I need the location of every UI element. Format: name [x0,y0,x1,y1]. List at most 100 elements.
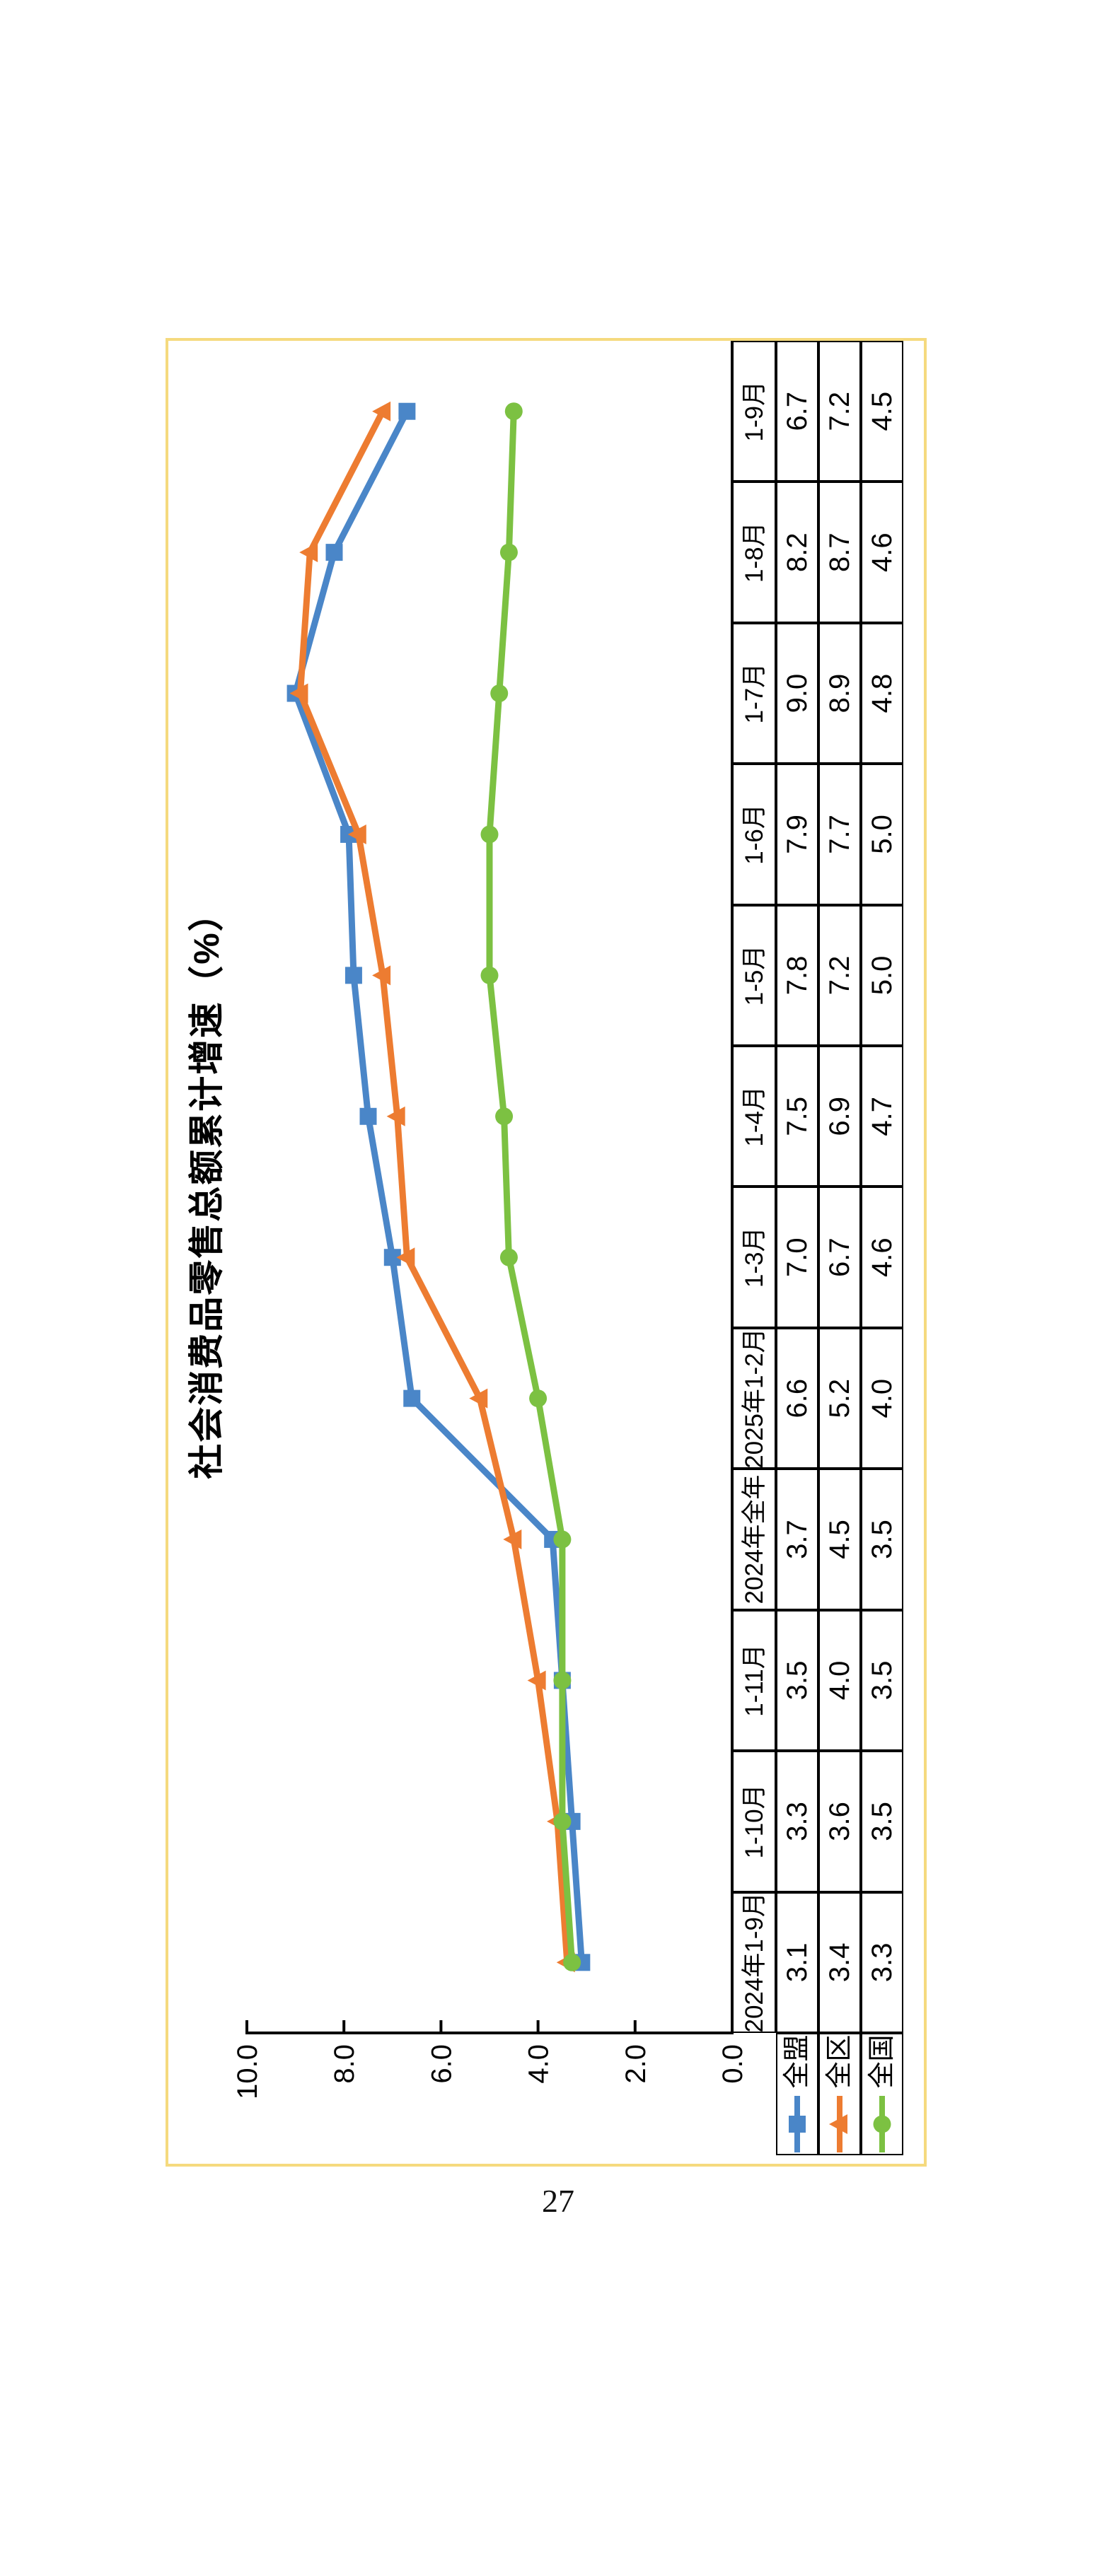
y-axis-tick-label: 0.0 [717,2044,748,2084]
table-value-cell: 3.3 [776,1751,818,1892]
circle-marker-icon [480,966,499,984]
table-legend-cell: 全区 [818,2033,861,2155]
y-axis-tick-label: 8.0 [329,2044,360,2084]
page-number: 27 [542,2183,574,2219]
table-header-cell: 1-4月 [732,1046,776,1187]
y-axis-tick-label: 2.0 [620,2044,651,2084]
square-marker-icon [325,544,343,561]
circle-marker-icon [499,543,518,561]
line-chart-plot: 0.0 2.0 4.0 6.0 8.0 10.0 [232,341,748,2099]
square-marker-icon [359,1107,377,1125]
table-value-cell: 7.5 [776,1046,818,1187]
table-header-cell: 1-8月 [732,482,776,623]
y-axis-tick-label: 4.0 [523,2044,555,2084]
series-line-2 [486,408,576,1966]
table-header-cell: 1-10月 [732,1751,776,1892]
legend-series-name: 全区 [825,2034,855,2089]
square-marker-icon [344,967,362,984]
table-value-cell: 6.9 [818,1046,861,1187]
table-value-cell: 3.5 [861,1751,903,1892]
table-value-cell: 8.7 [818,482,861,623]
circle-marker-icon [553,1671,572,1689]
triangle-marker-icon [372,401,391,421]
table-value-cell: 6.7 [776,341,818,482]
table-value-cell: 6.6 [776,1327,818,1469]
table-value-cell: 7.9 [776,764,818,905]
legend-marker-icon [829,2095,847,2152]
triangle-marker-icon [829,2114,847,2134]
table-value-cell: 7.0 [776,1187,818,1328]
table-value-cell: 3.6 [818,1751,861,1892]
table-legend-cell: 全国 [861,2033,903,2155]
triangle-marker-icon [289,683,308,704]
circle-marker-icon [563,1953,581,1971]
table-value-cell: 4.6 [861,1187,903,1328]
triangle-marker-icon [347,824,366,844]
triangle-marker-icon [299,542,318,563]
table-value-cell: 7.8 [776,904,818,1047]
table-value-cell: 4.8 [861,622,903,764]
table-header-cell: 2025年1-2月 [732,1327,776,1469]
table-value-cell: 3.1 [776,1892,818,2033]
table-value-cell: 4.0 [818,1609,861,1752]
table-value-cell: 4.7 [861,1046,903,1187]
table-value-cell: 3.5 [776,1609,818,1752]
square-marker-icon [398,402,416,420]
circle-marker-icon [495,1107,514,1126]
table-header-cell: 1-5月 [732,904,776,1047]
table-header-cell: 1-11月 [732,1609,776,1752]
triangle-marker-icon [469,1388,488,1409]
triangle-marker-icon [527,1670,546,1691]
circle-marker-icon [553,1530,572,1549]
table-header-cell: 1-3月 [732,1187,776,1328]
table-value-cell: 5.2 [818,1327,861,1469]
table-value-cell: 6.7 [818,1187,861,1328]
circle-marker-icon [873,2115,891,2133]
table-header-cell: 2024年全年 [732,1469,776,1610]
table-value-cell: 3.5 [861,1469,903,1610]
table-header-cell: 2024年1-9月 [732,1892,776,2033]
table-header-cell: 1-7月 [732,622,776,764]
legend-series-name: 全盟 [782,2034,812,2089]
triangle-marker-icon [396,1247,415,1268]
table-value-cell: 7.7 [818,764,861,905]
table-value-cell: 3.7 [776,1469,818,1610]
table-value-cell: 5.0 [861,904,903,1047]
table-value-cell: 3.3 [861,1892,903,2033]
data-table: 2024年1-9月 1-10月 1-11月 2024年全年 2025年1-2月 1-3月 1… [732,341,905,2155]
table-value-cell: 9.0 [776,622,818,764]
chart-frame: 社会消费品零售总额累计增速（%） 0.0 2.0 4.0 6.0 8.0 10.0 202… [166,338,927,2167]
table-value-cell: 4.6 [861,482,903,623]
table-value-cell: 5.0 [861,764,903,905]
table-header-cell: 1-9月 [732,341,776,482]
y-axis-tick-label: 10.0 [232,2044,263,2099]
table-legend-cell: 全盟 [776,2033,818,2155]
circle-marker-icon [504,402,523,421]
table-value-cell: 4.5 [861,341,903,482]
table-value-cell: 4.0 [861,1327,903,1469]
square-marker-icon [383,1249,401,1266]
circle-marker-icon [553,1812,572,1831]
legend-marker-icon [789,2095,806,2152]
circle-marker-icon [480,825,499,844]
table-value-cell: 8.2 [776,482,818,623]
legend-series-name: 全国 [867,2034,897,2089]
table-value-cell: 3.5 [861,1609,903,1752]
table-value-cell: 4.5 [818,1469,861,1610]
circle-marker-icon [490,684,509,703]
legend-marker-icon [873,2095,891,2152]
triangle-marker-icon [372,965,391,986]
table-value-cell: 8.9 [818,622,861,764]
table-value-cell: 3.4 [818,1892,861,2033]
triangle-marker-icon [386,1106,405,1126]
table-corner-cell [732,2033,776,2155]
triangle-marker-icon [503,1529,522,1550]
square-marker-icon [403,1389,421,1407]
series-line-1 [296,408,571,1966]
circle-marker-icon [499,1248,518,1266]
table-value-cell: 7.2 [818,341,861,482]
table-header-cell: 1-6月 [732,764,776,905]
y-axis-tick-label: 6.0 [426,2044,457,2084]
square-marker-icon [789,2115,806,2133]
